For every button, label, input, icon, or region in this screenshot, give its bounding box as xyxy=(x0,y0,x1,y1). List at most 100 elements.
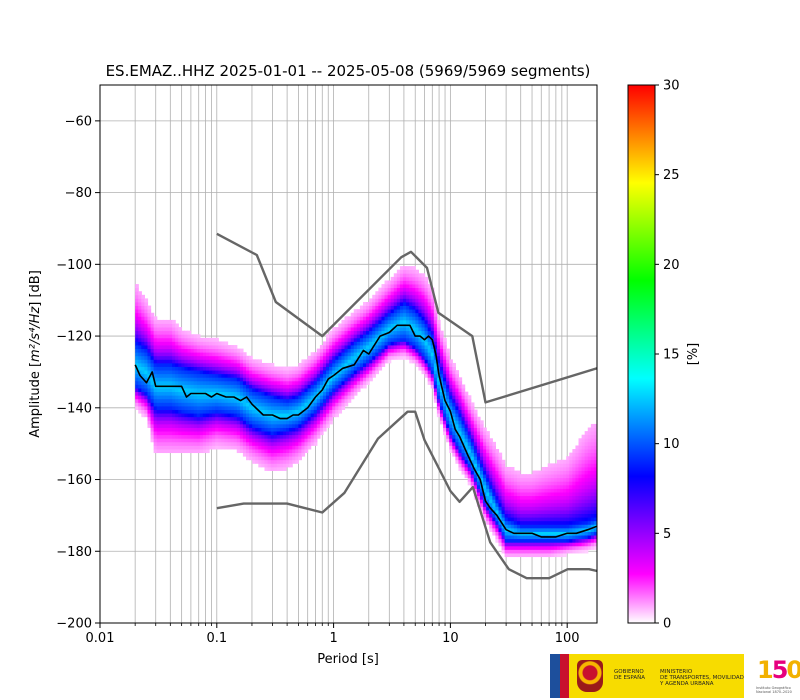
density-cell xyxy=(489,452,493,457)
density-cell xyxy=(587,474,592,479)
density-cell xyxy=(184,423,189,428)
density-cell xyxy=(560,520,564,525)
density-cell xyxy=(516,542,521,547)
density-cell xyxy=(492,488,496,493)
density-cell xyxy=(246,398,250,403)
density-cell xyxy=(458,423,463,428)
density-cell xyxy=(575,542,580,547)
density-cell xyxy=(504,502,509,507)
density-cell xyxy=(169,377,173,382)
density-cell xyxy=(246,441,250,446)
density-cell xyxy=(205,348,210,353)
density-cell xyxy=(467,441,472,446)
density-cell xyxy=(449,391,453,396)
density-cell xyxy=(369,355,373,360)
density-cell xyxy=(535,549,540,554)
density-cell xyxy=(169,406,173,410)
density-cell xyxy=(520,524,524,529)
density-cell xyxy=(242,449,247,454)
density-cell xyxy=(236,434,241,439)
density-cell xyxy=(347,341,352,346)
density-cell xyxy=(510,510,515,515)
density-cell xyxy=(359,348,364,353)
density-cell xyxy=(276,449,281,454)
density-cell xyxy=(221,352,226,357)
density-cell xyxy=(381,323,386,328)
density-cell xyxy=(486,463,490,468)
density-cell xyxy=(307,445,312,450)
density-cell xyxy=(390,287,395,292)
density-cell xyxy=(199,449,204,454)
density-cell xyxy=(433,319,438,324)
density-cell xyxy=(273,452,278,457)
density-cell xyxy=(252,413,256,418)
density-cell xyxy=(452,438,456,443)
density-cell xyxy=(476,470,481,475)
density-cell xyxy=(387,323,392,328)
density-cell xyxy=(218,395,222,400)
density-cell xyxy=(473,456,478,461)
density-cell xyxy=(464,409,469,414)
density-cell xyxy=(575,484,580,489)
density-cell xyxy=(144,402,149,407)
density-cell xyxy=(526,545,530,550)
density-cell xyxy=(347,337,352,342)
density-cell xyxy=(489,456,493,461)
density-cell xyxy=(316,406,321,410)
density-cell xyxy=(421,341,426,346)
density-cell xyxy=(286,463,290,468)
density-cell xyxy=(569,535,573,540)
density-cell xyxy=(458,420,463,425)
density-cell xyxy=(212,388,216,393)
density-cell xyxy=(221,362,226,367)
density-cell xyxy=(403,312,407,317)
density-cell xyxy=(205,395,210,400)
density-cell xyxy=(353,312,358,317)
density-cell xyxy=(421,280,426,285)
density-cell xyxy=(513,549,518,554)
density-cell xyxy=(455,380,460,385)
density-cell xyxy=(230,362,235,367)
density-cell xyxy=(470,459,475,464)
density-cell xyxy=(153,398,158,403)
density-cell xyxy=(516,527,521,532)
density-cell xyxy=(384,348,389,353)
density-cell xyxy=(329,388,333,393)
density-cell xyxy=(227,366,232,371)
density-cell xyxy=(483,452,487,457)
density-cell xyxy=(418,312,423,317)
density-cell xyxy=(184,370,189,375)
density-cell xyxy=(184,334,189,339)
density-cell xyxy=(590,506,595,511)
density-cell xyxy=(307,427,312,432)
density-cell xyxy=(412,291,416,296)
density-cell xyxy=(541,477,546,482)
density-cell xyxy=(406,341,410,346)
density-cell xyxy=(150,341,155,346)
density-cell xyxy=(390,316,395,321)
density-cell xyxy=(147,345,152,350)
density-cell xyxy=(178,341,182,346)
density-cell xyxy=(289,445,293,450)
density-cell xyxy=(406,298,410,303)
density-cell xyxy=(218,431,222,436)
density-cell xyxy=(356,384,361,389)
density-cell xyxy=(135,337,139,342)
density-cell xyxy=(532,506,537,511)
density-cell xyxy=(403,348,407,353)
density-cell xyxy=(304,384,309,389)
density-cell xyxy=(298,362,303,367)
density-cell xyxy=(378,366,383,371)
density-cell xyxy=(547,520,552,525)
density-cell xyxy=(492,456,496,461)
density-cell xyxy=(483,463,487,468)
density-cell xyxy=(513,520,518,525)
density-cell xyxy=(304,398,309,403)
density-cell xyxy=(190,427,195,432)
density-cell xyxy=(209,362,213,367)
density-cell xyxy=(227,380,232,385)
density-cell xyxy=(261,377,266,382)
density-cell xyxy=(480,452,484,457)
density-cell xyxy=(147,380,152,385)
